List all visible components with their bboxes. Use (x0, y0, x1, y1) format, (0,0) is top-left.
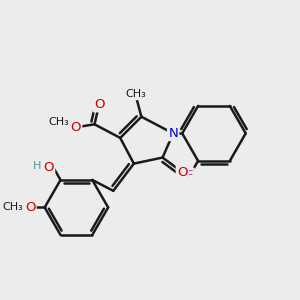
Text: O: O (94, 98, 104, 111)
Text: O: O (25, 201, 35, 214)
Text: CH₃: CH₃ (48, 117, 69, 127)
Text: O: O (44, 161, 54, 174)
Text: CH₃: CH₃ (125, 89, 146, 99)
Text: CH₃: CH₃ (2, 202, 23, 212)
Text: H: H (32, 161, 41, 171)
Text: F: F (186, 169, 194, 182)
Text: O: O (70, 121, 81, 134)
Text: N: N (168, 127, 178, 140)
Text: O: O (177, 166, 188, 178)
